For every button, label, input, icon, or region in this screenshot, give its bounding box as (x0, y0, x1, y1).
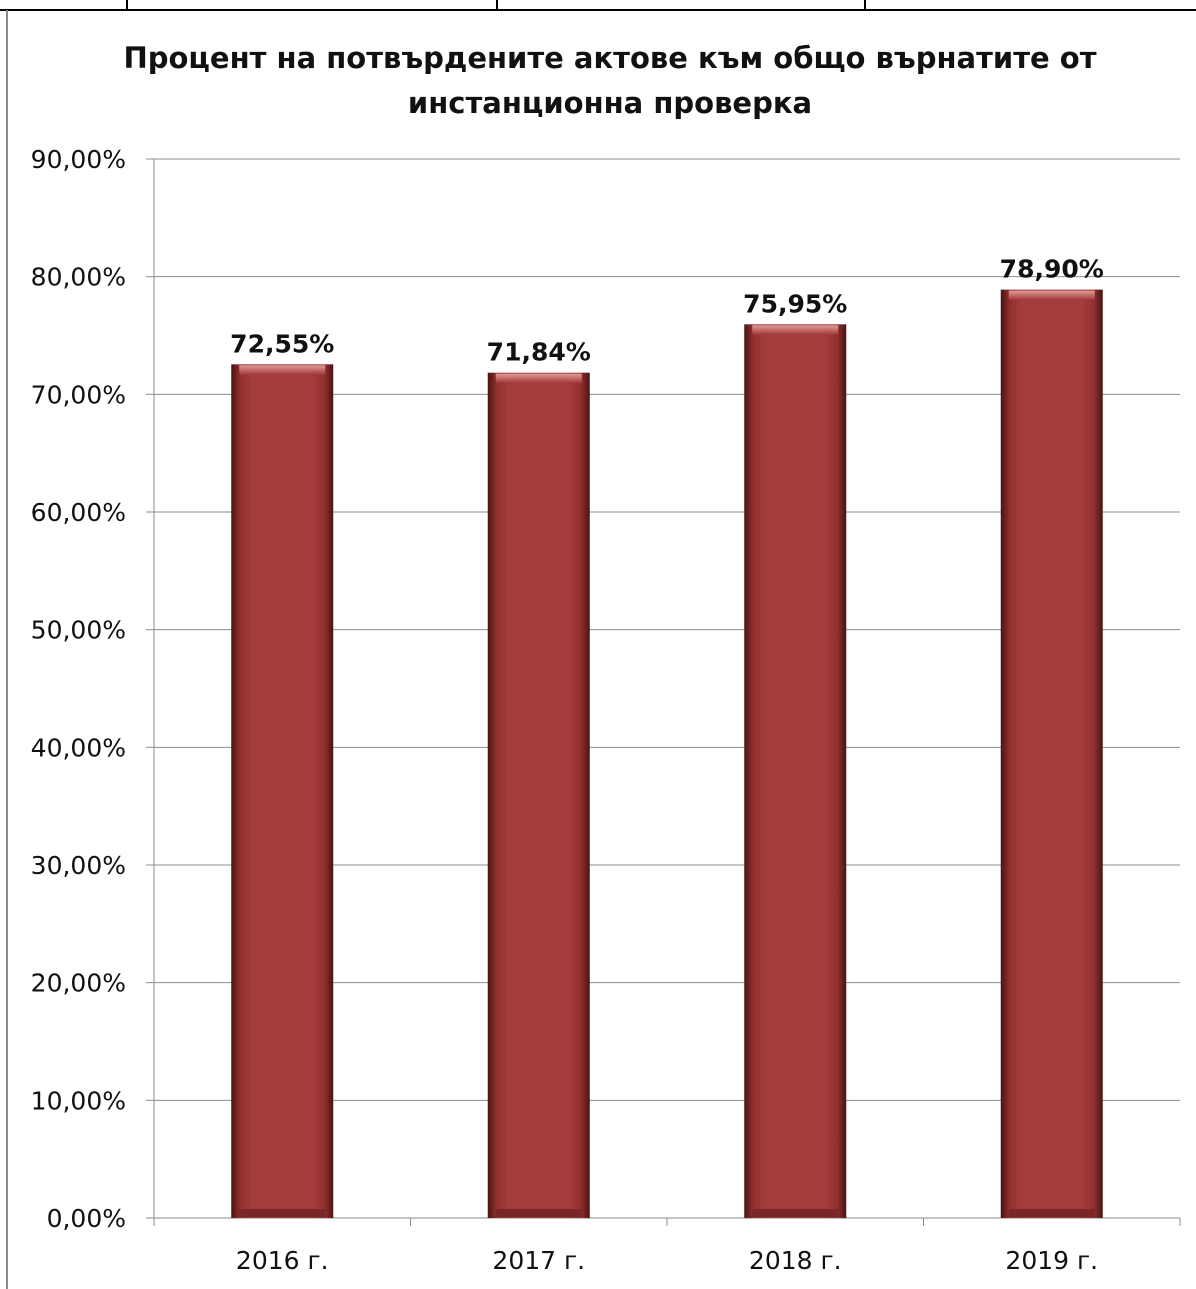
bar-body (1000, 289, 1103, 1218)
table-bottom-rule (0, 9, 1196, 11)
bar-body (231, 364, 334, 1218)
y-tick-label: 70,00% (31, 380, 126, 409)
bar-bevel-bottom (1008, 1209, 1095, 1217)
bar-bevel-top (1008, 290, 1095, 300)
y-tick-label: 30,00% (31, 851, 126, 880)
bar-bevel-top (752, 325, 839, 335)
bar-bevel-bottom (752, 1209, 839, 1217)
bar (744, 324, 847, 1218)
bar (231, 364, 334, 1218)
table-border-strip (0, 0, 1196, 14)
bar-body (487, 372, 590, 1218)
chart-title-line-1: Процент на потвърдените актове към общо … (123, 41, 1097, 75)
bar-bevel-top (239, 365, 326, 375)
table-cell-border (0, 0, 128, 11)
y-tick-label: 20,00% (31, 969, 126, 998)
chart-frame-left-border (6, 10, 8, 1289)
y-tick-label: 80,00% (31, 263, 126, 292)
bar-bevel-bottom (239, 1209, 326, 1217)
bar-value-label: 75,95% (743, 289, 847, 318)
bar-bevel-top (495, 373, 582, 383)
bar-bevel-bottom (495, 1209, 582, 1217)
chart-title: Процент на потвърдените актове към общо … (60, 36, 1160, 126)
y-tick-label: 90,00% (31, 145, 126, 174)
y-tick-label: 50,00% (31, 616, 126, 645)
x-tick-label: 2017 г. (492, 1246, 585, 1275)
x-tick-label: 2018 г. (749, 1246, 842, 1275)
bar (487, 372, 590, 1218)
y-tick-label: 40,00% (31, 733, 126, 762)
y-tick-label: 0,00% (47, 1204, 126, 1233)
table-cell-border (0, 0, 866, 11)
bars (231, 289, 1103, 1218)
bar-value-label: 72,55% (230, 329, 334, 358)
bar-value-label: 71,84% (487, 338, 591, 367)
y-tick-label: 60,00% (31, 498, 126, 527)
bar (1000, 289, 1103, 1218)
table-cell-border (0, 0, 498, 11)
chart-title-line-2: инстанционна проверка (407, 86, 813, 120)
bar-value-label: 78,90% (1000, 255, 1104, 284)
x-tick-label: 2019 г. (1005, 1246, 1098, 1275)
x-tick-label: 2016 г. (236, 1246, 329, 1275)
labels: 0,00% 10,00% 20,00% 30,00% 40,00% 50,00% 60,00… (31, 145, 1104, 1275)
bar-body (744, 324, 847, 1218)
y-tick-label: 10,00% (31, 1086, 126, 1115)
